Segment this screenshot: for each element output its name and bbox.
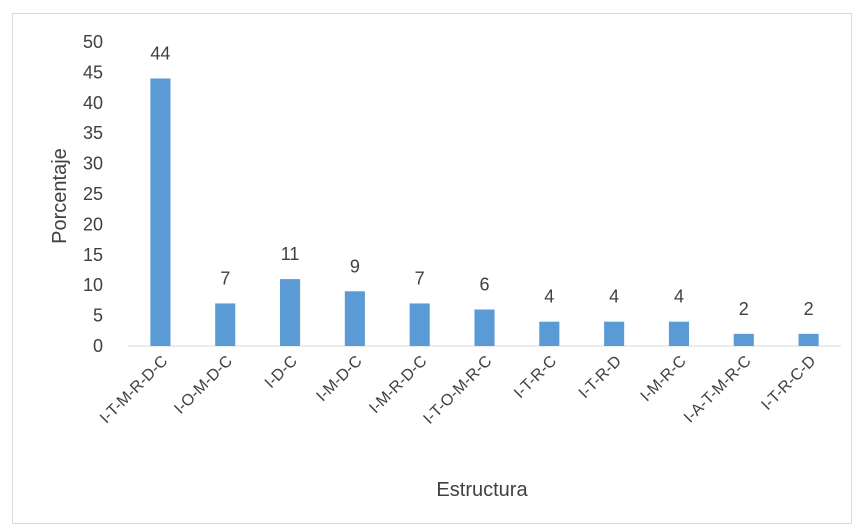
y-tick-label: 10 bbox=[83, 275, 103, 295]
bar bbox=[604, 321, 625, 346]
x-tick-label: I-T-R-C-D bbox=[758, 353, 819, 414]
bar bbox=[344, 291, 365, 346]
x-tick-label: I-M-D-C bbox=[313, 353, 365, 405]
y-tick-label: 30 bbox=[83, 154, 103, 174]
bar bbox=[150, 78, 171, 346]
x-tick-label: I-M-R-D-C bbox=[366, 353, 430, 417]
y-tick-label: 45 bbox=[83, 62, 103, 82]
bar bbox=[733, 333, 754, 346]
x-tick-label: I-O-M-D-C bbox=[171, 353, 236, 418]
x-tick-label: I-M-R-C bbox=[638, 353, 690, 405]
data-label: 11 bbox=[281, 244, 300, 264]
y-tick-label: 20 bbox=[83, 214, 103, 234]
y-axis-title: Porcentaje bbox=[49, 148, 71, 244]
bar bbox=[279, 279, 301, 346]
y-tick-label: 5 bbox=[93, 306, 103, 326]
data-label: 2 bbox=[739, 299, 749, 319]
x-tick-label: I-D-C bbox=[262, 353, 301, 392]
bar bbox=[215, 303, 236, 346]
y-tick-label: 40 bbox=[83, 93, 103, 113]
bar bbox=[539, 321, 560, 346]
data-label: 2 bbox=[804, 299, 814, 319]
bar bbox=[474, 309, 495, 346]
y-tick-label: 25 bbox=[83, 184, 103, 204]
x-tick-label: I-T-R-D bbox=[576, 353, 625, 402]
y-axis-ticks: 0 5 10 15 20 25 30 35 40 45 50 bbox=[83, 32, 103, 356]
data-label: 44 bbox=[150, 43, 170, 63]
bar bbox=[409, 303, 430, 346]
data-label: 9 bbox=[350, 256, 360, 276]
y-tick-label: 50 bbox=[83, 32, 103, 52]
x-tick-label: I-T-M-R-D-C bbox=[97, 353, 171, 427]
bars bbox=[150, 78, 819, 346]
data-label: 4 bbox=[609, 287, 619, 307]
data-label: 7 bbox=[220, 268, 230, 288]
x-tick-label: I-A-T-M-R-C bbox=[681, 353, 755, 427]
y-tick-label: 35 bbox=[83, 123, 103, 143]
bar bbox=[668, 321, 690, 346]
x-tick-label: I-T-R-C bbox=[511, 353, 560, 402]
bar bbox=[798, 333, 819, 346]
y-tick-label: 15 bbox=[83, 245, 103, 265]
data-label: 4 bbox=[544, 287, 554, 307]
data-label: 6 bbox=[479, 275, 489, 295]
x-axis-ticks: I-T-M-R-D-C I-O-M-D-C I-D-C I-M-D-C I-M-R-D-… bbox=[97, 353, 819, 428]
data-label: 4 bbox=[674, 287, 684, 307]
y-tick-label: 0 bbox=[93, 336, 103, 356]
data-label: 7 bbox=[415, 268, 425, 288]
x-tick-label: I-T-O-M-R-C bbox=[420, 353, 495, 428]
x-axis-title: Estructura bbox=[436, 479, 528, 501]
